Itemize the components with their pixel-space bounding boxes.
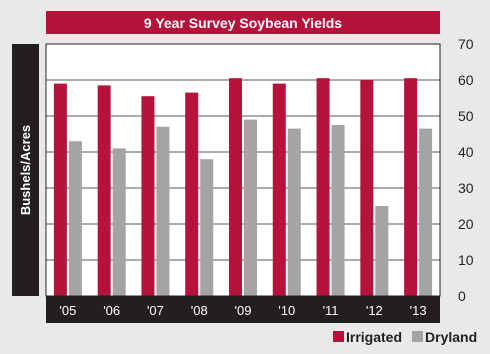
y-tick-label: 10 (458, 252, 474, 268)
bars (53, 78, 433, 297)
x-tick-label: '06 (103, 303, 120, 318)
y-tick-label: 50 (458, 108, 474, 124)
legend-label-irrigated: Irrigated (346, 329, 402, 345)
bar-irrigated-6 (316, 78, 330, 296)
plot-area (46, 44, 440, 296)
bar-irrigated-1 (97, 85, 111, 297)
bar-dryland-7 (375, 206, 389, 296)
y-tick-label: 0 (458, 288, 466, 304)
x-tick-label: '12 (366, 303, 383, 318)
x-tick-label: '13 (410, 303, 427, 318)
bar-irrigated-0 (53, 83, 67, 296)
bar-dryland-1 (112, 148, 126, 296)
x-tick-label: '08 (191, 303, 208, 318)
bar-dryland-2 (156, 126, 170, 296)
y-tick-label: 70 (458, 36, 474, 52)
chart-title: 9 Year Survey Soybean Yields (144, 15, 342, 31)
x-tick-labels: '05 '06 '07 '08 '09 '10 '11 '12 '13 (59, 303, 426, 318)
x-tick-label: '10 (278, 303, 295, 318)
legend: Irrigated Dryland (333, 329, 477, 345)
bar-irrigated-2 (141, 96, 155, 296)
legend-label-dryland: Dryland (425, 329, 477, 345)
x-tick-label: '11 (323, 303, 339, 318)
xaxis-band (46, 296, 440, 323)
bar-dryland-0 (68, 141, 82, 296)
y-tick-labels: 0 10 20 30 40 50 60 70 (458, 36, 474, 304)
grid-lines (46, 79, 440, 261)
bar-dryland-5 (287, 128, 301, 296)
bar-irrigated-4 (229, 78, 242, 296)
x-tick-label: '09 (235, 303, 252, 318)
bar-dryland-3 (200, 159, 214, 296)
bar-irrigated-7 (360, 80, 374, 296)
bar-dryland-4 (244, 119, 257, 296)
ylabel-band (12, 44, 39, 296)
x-tick-label: '05 (59, 303, 76, 318)
y-tick-label: 60 (458, 72, 474, 88)
x-tick-label: '07 (147, 303, 164, 318)
y-tick-label: 40 (458, 144, 474, 160)
bar-irrigated-8 (404, 78, 418, 296)
title-banner (46, 11, 440, 34)
y-tick-label: 20 (458, 216, 474, 232)
y-axis-label: Bushels/Acres (18, 125, 33, 215)
legend-swatch-irrigated (333, 331, 344, 342)
bar-dryland-8 (419, 128, 433, 296)
legend-swatch-dryland (412, 331, 424, 342)
bar-irrigated-5 (272, 83, 286, 296)
y-tick-label: 30 (458, 180, 474, 196)
bar-irrigated-3 (185, 92, 199, 296)
bar-dryland-6 (331, 125, 345, 296)
